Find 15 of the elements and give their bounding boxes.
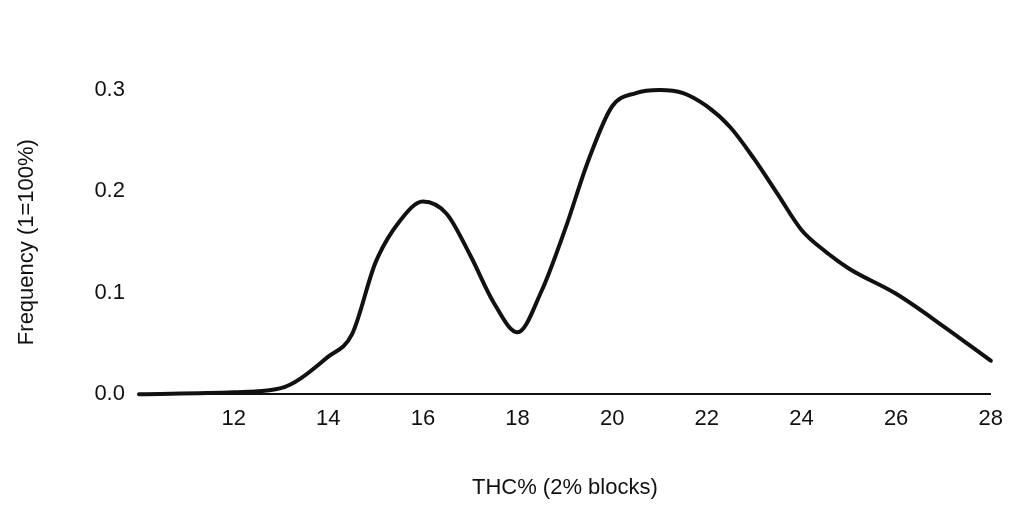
x-tick-label: 16 [410,405,436,431]
y-tick-label: 0.3 [94,76,125,102]
x-tick-label: 20 [599,405,625,431]
y-tick-label: 0.2 [94,177,125,203]
x-tick-label: 28 [978,405,1004,431]
x-tick-label: 22 [694,405,720,431]
y-tick-label: 0.0 [94,380,125,406]
x-axis-title: THC% (2% blocks) [471,473,658,499]
x-tick-label: 12 [221,405,246,431]
x-tick-label: 24 [789,405,814,431]
y-tick-label: 0.1 [94,278,125,304]
y-axis-title: Frequency (1=100%) [13,139,39,346]
x-tick-label: 26 [883,405,909,431]
x-tick-label: 14 [316,405,341,431]
x-tick-label: 18 [505,405,530,431]
